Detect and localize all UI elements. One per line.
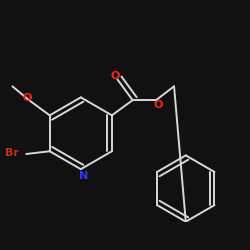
Text: O: O <box>110 71 120 81</box>
Text: O: O <box>154 100 163 110</box>
Text: Br: Br <box>6 148 19 158</box>
Text: N: N <box>80 171 89 181</box>
Text: O: O <box>23 93 32 103</box>
